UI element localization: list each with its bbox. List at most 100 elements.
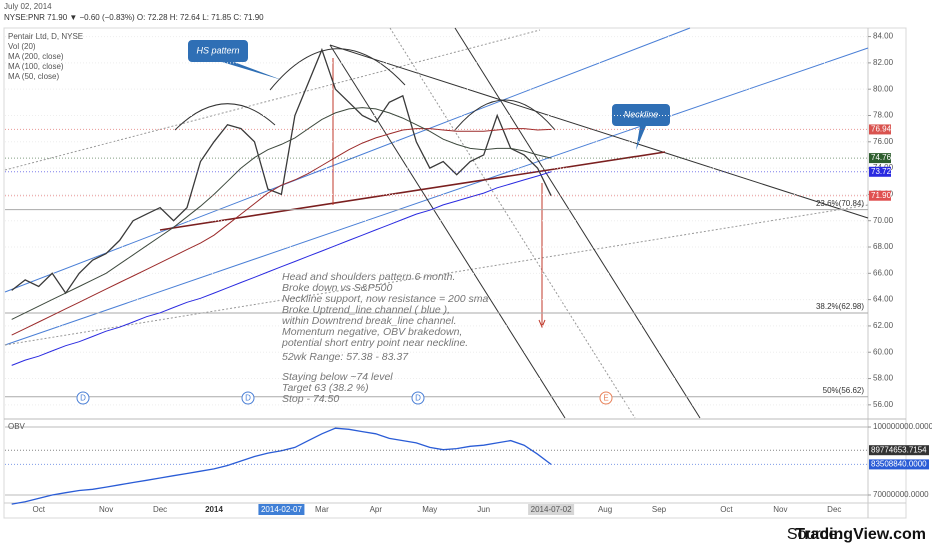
price-tag-label: 73.72 <box>871 167 892 176</box>
source-name: TradingView.com <box>795 526 926 543</box>
annotation: Broke down vs S&P500 <box>282 282 392 294</box>
trend-line <box>454 27 701 419</box>
source-prefix: Source: <box>787 526 842 543</box>
series-line <box>11 47 552 295</box>
fib-label: 50%(56.62) <box>823 386 865 395</box>
x-tick-label: Apr <box>370 505 383 514</box>
trend-line <box>4 47 869 346</box>
annotation: Neckline support, now resistance = 200 s… <box>282 293 488 305</box>
x-tick-label: Aug <box>598 505 612 514</box>
x-tick-label: Sep <box>652 505 667 514</box>
price-tag <box>869 124 891 135</box>
x-tick-label: Jun <box>477 505 490 514</box>
annotation: 52wk Range: 57.38 - 83.37 <box>282 351 409 363</box>
legend-entry: MA (50, close) <box>8 72 59 81</box>
series-line <box>11 107 552 320</box>
series-line <box>11 128 552 336</box>
shoulder-arc <box>454 99 556 131</box>
x-tick-label: 2014 <box>205 505 223 514</box>
event-label: D <box>80 394 86 403</box>
trend-line <box>4 27 691 293</box>
event-marker <box>599 391 613 405</box>
trend-line <box>4 204 869 346</box>
series-line <box>11 171 552 366</box>
y-tick-label: 78.00 <box>873 111 894 120</box>
head-arc <box>269 48 406 91</box>
arrow-head <box>538 319 546 329</box>
annotation: Target 63 (38.2 %) <box>282 382 369 394</box>
annotation: Staying below ~74 level <box>282 371 393 383</box>
y-tick-label: 68.00 <box>873 242 894 251</box>
x-tick-label: Oct <box>720 505 733 514</box>
trend-line <box>4 29 541 171</box>
price-tag-label: 76.94 <box>871 125 892 134</box>
price-tag <box>869 153 891 164</box>
event-label: D <box>415 394 421 403</box>
y-tick-label: 76.00 <box>873 137 894 146</box>
legend-entry: MA (100, close) <box>8 62 64 71</box>
annotation: Momentum negative, OBV brakedown, <box>282 326 462 338</box>
price-tag <box>869 166 891 177</box>
shoulder-arc <box>174 103 276 131</box>
x-tick-label: May <box>422 505 437 514</box>
event-marker <box>411 391 425 405</box>
callout-box <box>188 40 282 80</box>
price-tag-label: 74.76 <box>871 153 892 162</box>
x-tick-label: 2014-07-02 <box>531 505 572 514</box>
y-tick-label: 70000000.0000 <box>873 490 929 499</box>
x-tick-label: Dec <box>153 505 167 514</box>
event-label: E <box>603 394 608 403</box>
price-tag <box>869 445 929 456</box>
x-highlight <box>528 504 575 515</box>
price-tag <box>869 190 891 201</box>
y-tick-label: 84.00 <box>873 32 894 41</box>
x-tick-label: Oct <box>32 505 45 514</box>
callout: HS pattern <box>196 45 239 55</box>
annotation: Stop - 74.50 <box>282 393 339 405</box>
fib-label: 38.2%(62.98) <box>816 302 864 311</box>
date: July 02, 2014 <box>4 2 52 11</box>
legend-entry: OBV <box>8 422 26 431</box>
legend-entry: Vol (20) <box>8 42 36 51</box>
y-tick-label: 82.00 <box>873 58 894 67</box>
callout: Neckline <box>624 109 659 119</box>
drawings <box>4 27 869 419</box>
y-tick-label: 64.00 <box>873 295 894 304</box>
event-marker <box>241 391 255 405</box>
y-tick-label: 58.00 <box>873 374 894 383</box>
annotation: Head and shoulders pattern 6 month. <box>282 271 455 283</box>
annotation: Broke Uptrend_line channel ( blue ), <box>282 304 450 316</box>
series-line <box>11 427 552 505</box>
price-tag-label: 71.90 <box>871 191 892 200</box>
event-marker <box>76 391 90 405</box>
x-highlight <box>258 504 305 515</box>
y-tick-label: 70.00 <box>873 216 894 225</box>
x-tick-label: Dec <box>827 505 841 514</box>
x-tick-label: 2014-02-07 <box>261 505 302 514</box>
price-tag-label: 83508840.0000 <box>871 460 927 469</box>
price-tag <box>869 459 929 470</box>
trend-line <box>329 44 566 419</box>
x-tick-label: Nov <box>99 505 113 514</box>
annotation: within Downtrend break_line channel. <box>282 315 457 327</box>
annotation: potential short entry point near necklin… <box>281 337 468 349</box>
trend-line <box>329 44 869 219</box>
y-tick-label: 62.00 <box>873 321 894 330</box>
event-label: D <box>245 394 251 403</box>
y-tick-label: 66.00 <box>873 268 894 277</box>
price-tag-label: 89774653.7154 <box>871 445 927 454</box>
quote: NYSE:PNR 71.90 ▼ −0.60 (−0.83%) O: 72.28… <box>4 13 264 22</box>
fib-label: 23.6%(70.84) <box>816 199 864 208</box>
legend-entry: MA (200, close) <box>8 52 64 61</box>
y-tick-label: 100000000.0000 <box>873 422 932 431</box>
legend-entry: Pentair Ltd, D, NYSE <box>8 32 83 41</box>
y-tick-label: 80.00 <box>873 84 894 93</box>
y-tick-label: 56.00 <box>873 400 894 409</box>
y-tick-label: 60.00 <box>873 347 894 356</box>
neckline <box>159 151 666 231</box>
x-tick-label: Nov <box>773 505 787 514</box>
trend-line <box>389 27 636 419</box>
x-tick-label: Mar <box>315 505 329 514</box>
